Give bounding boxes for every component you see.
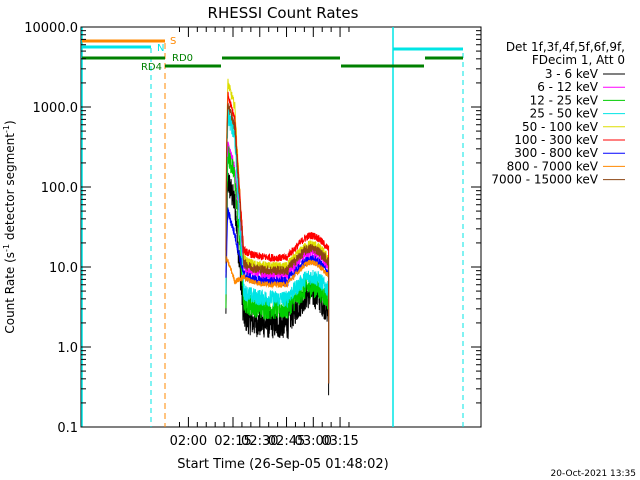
legend-label-6: 300 - 800 keV [514, 146, 598, 160]
flag-label-rd4: RD4 [141, 62, 162, 73]
chart-title: RHESSI Count Rates [208, 4, 359, 22]
x-tick-label-3: 02:45 [268, 434, 305, 449]
legend-label-2: 12 - 25 keV [530, 93, 599, 107]
legend-label-4: 50 - 100 keV [522, 120, 599, 134]
series-layer [225, 78, 330, 396]
plot-frame [80, 26, 482, 428]
x-tick-label-0: 02:00 [170, 434, 207, 449]
footer-date: 20-Oct-2021 13:35 [551, 469, 636, 479]
legend-header-1: Det 1f,3f,4f,5f,6f,9f, [506, 40, 625, 54]
x-tick-label-2: 02:30 [241, 434, 278, 449]
series-line-0 [225, 172, 330, 396]
series-line-7 [225, 255, 330, 384]
legend-label-3: 25 - 50 keV [530, 107, 599, 121]
flag-label-n: N [157, 43, 164, 54]
y-tick-label-5: 10000.0 [24, 21, 78, 36]
series-line-8 [225, 103, 330, 384]
y-axis-label: Count Rate (s-1 detector segment-1) [2, 120, 17, 333]
legend-header-2: FDecim 1, Att 0 [532, 53, 625, 67]
legend-label-7: 800 - 7000 keV [507, 159, 599, 173]
y-tick-label-0: 0.1 [57, 421, 78, 436]
y-tick-label-1: 1.0 [57, 341, 78, 356]
y-tick-label-4: 1000.0 [33, 101, 79, 116]
series-line-5 [225, 91, 330, 384]
flag-label-s: S [170, 36, 176, 47]
x-tick-label-5: 03:15 [321, 434, 358, 449]
flag-label-rd0: RD0 [172, 53, 193, 64]
y-tick-label-2: 10.0 [49, 261, 78, 276]
y-tick-label-3: 100.0 [41, 181, 78, 196]
legend-label-8: 7000 - 15000 keV [491, 173, 598, 187]
legend-label-5: 100 - 300 keV [514, 133, 598, 147]
series-line-4 [225, 78, 330, 384]
series-line-2 [225, 146, 330, 384]
x-tick-label-4: 03:00 [295, 434, 332, 449]
legend-label-1: 6 - 12 keV [537, 80, 599, 94]
series-line-3 [225, 109, 330, 384]
flag-layer: SN RD0 RD4 [81, 27, 464, 427]
x-axis-label: Start Time (26-Sep-05 01:48:02) [177, 457, 388, 472]
legend: Det 1f,3f,4f,5f,6f,9f, FDecim 1, Att 0 3… [491, 40, 625, 187]
legend-label-0: 3 - 6 keV [545, 67, 599, 81]
x-tick-label-1: 02:15 [214, 434, 251, 449]
